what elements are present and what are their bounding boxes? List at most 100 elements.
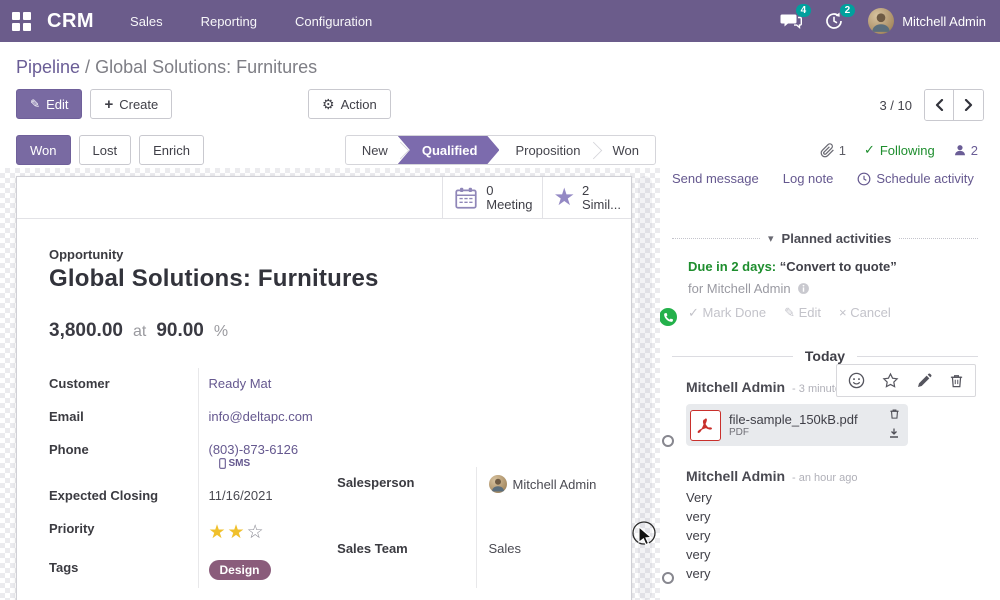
expected-closing-label: Expected Closing	[49, 480, 199, 513]
salesperson-avatar	[488, 475, 507, 493]
attachments-button[interactable]: 1	[820, 143, 846, 158]
check-icon: ✓	[863, 142, 875, 157]
send-message-button[interactable]: Send message	[672, 171, 759, 186]
toggle-star-icon[interactable]	[882, 372, 899, 389]
attachment-filename[interactable]: file-sample_150kB.pdf	[729, 412, 858, 427]
edit-button[interactable]: ✎ Edit	[16, 89, 83, 119]
planned-activity-item: Due in 2 days: “Convert to quote” for Mi…	[660, 259, 978, 328]
create-button[interactable]: + Create	[90, 89, 173, 119]
form-view: Won Lost Enrich New Qualified Propositio…	[0, 130, 660, 600]
enrich-button[interactable]: Enrich	[139, 135, 204, 165]
plus-icon: +	[104, 95, 114, 113]
action-button[interactable]: ⚙ Action	[308, 89, 391, 119]
breadcrumb-pipeline-link[interactable]: Pipeline	[16, 57, 81, 77]
pencil-icon: ✎	[30, 97, 41, 111]
pager-next-button[interactable]	[954, 90, 983, 120]
sms-button[interactable]: SMS	[218, 458, 250, 469]
menu-reporting[interactable]: Reporting	[200, 13, 257, 29]
form-background: 0 Meeting ★ 2 Simil...	[0, 168, 660, 600]
person-icon	[954, 145, 965, 156]
tag-design[interactable]: Design	[208, 560, 271, 580]
sales-team-value[interactable]: Sales	[475, 525, 599, 588]
stage-won[interactable]: Won	[612, 142, 640, 158]
delete-message-icon[interactable]	[949, 372, 964, 389]
opportunity-card: 0 Meeting ★ 2 Simil...	[16, 176, 632, 600]
chatter-panel: 1 ✓ Following 2 Send message Log note Sc…	[660, 130, 1000, 600]
menu-sales[interactable]: Sales	[130, 13, 163, 29]
meeting-count: 0	[486, 182, 494, 198]
expected-closing-value[interactable]: 11/16/2021	[208, 488, 273, 503]
add-reaction-icon[interactable]	[848, 372, 865, 389]
caret-down-icon: ▾	[768, 233, 774, 245]
phone-link[interactable]: (803)-873-6126	[208, 442, 299, 457]
activity-due-label: Due in 2 days:	[688, 259, 777, 274]
apps-menu-icon[interactable]	[12, 11, 31, 31]
stage-statusbar: New Qualified Proposition Won	[344, 135, 656, 165]
activities-icon[interactable]: 2	[824, 4, 856, 31]
mark-won-button[interactable]: Won	[16, 135, 71, 165]
message-author[interactable]: Mitchell Admin	[686, 468, 786, 484]
record-type-label: Opportunity	[49, 247, 124, 262]
breadcrumb: Pipeline / Global Solutions: Furnitures	[16, 52, 984, 82]
stage-proposition[interactable]: Proposition	[499, 136, 596, 164]
message-hover-toolbar	[836, 364, 976, 397]
sales-team-label: Sales Team	[337, 541, 408, 557]
similar-count: 2	[582, 182, 590, 198]
meetings-stat-button[interactable]: 0 Meeting	[442, 177, 542, 218]
today-separator: Today	[672, 348, 979, 364]
log-note-button[interactable]: Log note	[782, 171, 834, 186]
followers-button[interactable]: 2	[953, 143, 978, 158]
star-filled-icons[interactable]: ★★	[208, 522, 247, 543]
priority-stars[interactable]: ★★☆	[198, 513, 321, 552]
download-attachment-icon[interactable]	[888, 427, 900, 442]
user-menu[interactable]: Mitchell Admin	[868, 8, 986, 34]
delete-attachment-icon[interactable]	[889, 408, 900, 423]
user-name: Mitchell Admin	[902, 13, 986, 29]
star-icon: ★	[553, 183, 575, 211]
tags-label: Tags	[49, 552, 199, 588]
menu-configuration[interactable]: Configuration	[294, 13, 373, 29]
similar-leads-stat-button[interactable]: ★ 2 Simil...	[542, 177, 631, 218]
pager-previous-button[interactable]	[925, 90, 954, 120]
stage-qualified-active[interactable]: Qualified	[398, 136, 500, 164]
following-button[interactable]: ✓ Following	[863, 142, 935, 158]
vertical-scrollbar[interactable]	[638, 176, 652, 600]
customer-link[interactable]: Ready Mat	[208, 376, 272, 391]
email-link[interactable]: info@deltapc.com	[208, 409, 313, 424]
activity-cancel-button[interactable]: × Cancel	[839, 305, 891, 320]
top-navbar: CRM Sales Reporting Configuration 4 2 Mi…	[0, 0, 1000, 42]
activities-count-badge: 2	[839, 4, 856, 17]
mobile-phone-icon	[218, 458, 226, 469]
expected-revenue: 3,800.00	[49, 320, 123, 341]
edit-message-icon[interactable]	[916, 372, 932, 389]
mark-done-button[interactable]: ✓ Mark Done	[688, 305, 767, 320]
message-author[interactable]: Mitchell Admin	[686, 379, 786, 395]
messages-icon[interactable]: 4	[780, 4, 812, 31]
app-name[interactable]: CRM	[47, 9, 95, 32]
phone-label: Phone	[49, 434, 199, 480]
opportunity-title: Global Solutions: Furnitures	[49, 265, 379, 292]
attachment-filetype: PDF	[729, 427, 749, 438]
message-item-text: Mitchell Admin - an hour ago Very very v…	[662, 468, 978, 584]
message-timestamp: - an hour ago	[792, 472, 858, 484]
status-indicator-icon	[662, 435, 674, 447]
star-empty-icon[interactable]: ☆	[246, 522, 264, 543]
schedule-activity-button[interactable]: Schedule activity	[857, 171, 974, 186]
gear-icon: ⚙	[322, 95, 335, 112]
message-item-attachment: Mitchell Admin - 3 minutes ago file-samp…	[662, 364, 978, 447]
priority-label: Priority	[49, 513, 199, 552]
record-pager-count: 3 / 10	[879, 97, 912, 113]
stage-new[interactable]: New	[346, 136, 404, 164]
attachment-card[interactable]: file-sample_150kB.pdf PDF	[686, 404, 908, 446]
mark-lost-button[interactable]: Lost	[78, 135, 132, 165]
planned-activities-section-header[interactable]: ▾ Planned activities	[672, 231, 978, 246]
calendar-icon	[455, 187, 477, 209]
activity-assignee: for Mitchell Admin	[688, 281, 791, 296]
status-indicator-icon	[662, 572, 674, 584]
activity-summary: “Convert to quote”	[779, 259, 897, 274]
messages-count-badge: 4	[795, 4, 812, 17]
activity-edit-button[interactable]: ✎ Edit	[784, 305, 822, 320]
salesperson-value[interactable]: Mitchell Admin	[512, 477, 597, 492]
percent-sign: %	[213, 323, 229, 340]
